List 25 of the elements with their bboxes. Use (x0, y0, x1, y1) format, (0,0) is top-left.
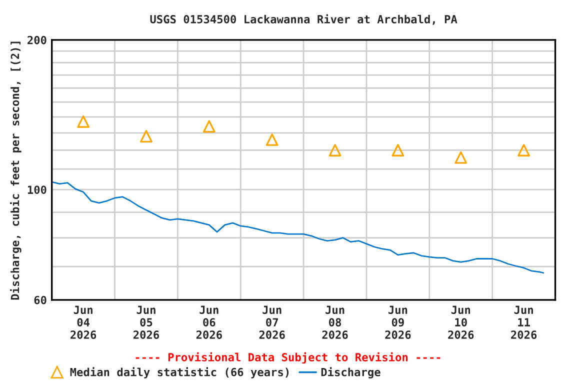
x-tick-label: Jun 09 2026 (385, 306, 411, 339)
y-axis-title: Discharge, cubic feet per second, [(2)] (10, 42, 22, 300)
x-tick-label: Jun 04 2026 (70, 306, 96, 339)
x-tick-label: Jun 05 2026 (133, 306, 160, 339)
point (518, 144, 530, 156)
legend-label: Discharge (321, 367, 380, 378)
point (77, 115, 90, 128)
point (140, 130, 152, 143)
point (202, 120, 216, 133)
text: ---- Provisional Data Subject to Revision ---- (136, 352, 440, 364)
y-tick-label: 100 (28, 186, 46, 194)
x-tick-label: Jun 08 2026 (322, 306, 348, 339)
y-tick-label: 60 (34, 296, 46, 304)
chart-title: USGS 01534500 Lackawanna River at Archbald, PA (150, 14, 458, 25)
point (454, 151, 468, 164)
x-tick-label: Jun 11 2026 (511, 306, 537, 339)
x-tick-label: Jun 06 2026 (196, 306, 222, 339)
y-tick-label: 200 (28, 36, 46, 44)
point (266, 133, 278, 146)
legend-label: Median daily statistic (66 years) (70, 367, 289, 378)
line-series (52, 181, 544, 274)
point (392, 144, 404, 156)
x-tick-label: Jun 10 2026 (448, 306, 474, 339)
x-tick-label: Jun 07 2026 (259, 306, 285, 339)
point (328, 144, 342, 156)
